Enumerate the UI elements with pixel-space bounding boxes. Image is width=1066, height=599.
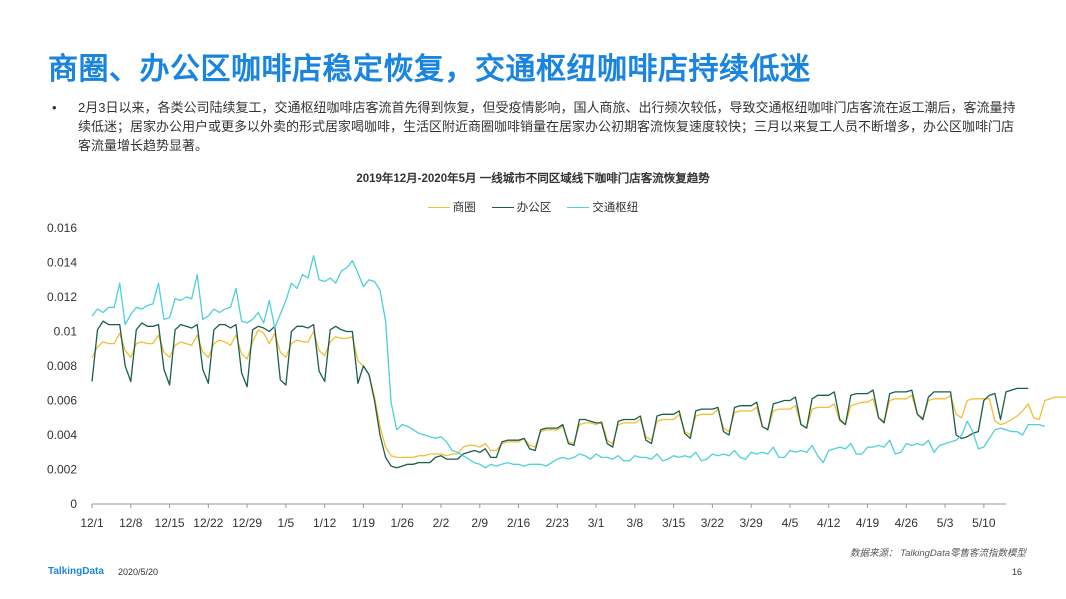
y-tick-label: 0.016 (47, 221, 77, 235)
x-tick-label: 4/12 (817, 516, 841, 530)
series-line-交通枢纽 (91, 254, 1045, 469)
y-tick-label: 0.002 (47, 463, 77, 477)
talkingdata-logo: TalkingData (48, 566, 104, 577)
chart-legend: 商圈 办公区 交通枢纽 (0, 199, 1066, 215)
x-tick-label: 5/10 (972, 516, 996, 530)
y-tick-label: 0.01 (54, 325, 78, 339)
x-tick-label: 2/16 (507, 516, 531, 530)
bullet-dot: • (52, 100, 57, 115)
legend-label: 商圈 (452, 202, 476, 214)
legend-label: 办公区 (516, 202, 552, 214)
x-tick-label: 4/5 (782, 516, 799, 530)
y-tick-label: 0.006 (47, 394, 77, 408)
series-line-商圈 (91, 329, 1066, 459)
legend-label: 交通枢纽 (592, 202, 639, 214)
x-tick-label: 4/26 (895, 516, 919, 530)
x-tick-label: 3/8 (627, 516, 644, 530)
x-tick-label: 12/22 (193, 516, 223, 530)
y-tick-label: 0.008 (47, 359, 77, 373)
legend-item-商圈: 商圈 (427, 199, 476, 215)
legend-swatch (427, 206, 450, 208)
x-tick-label: 5/3 (937, 516, 954, 530)
x-tick-label: 2/9 (471, 516, 488, 530)
legend-swatch (567, 206, 590, 208)
y-tick-label: 0.014 (47, 256, 77, 270)
x-tick-label: 1/12 (313, 516, 337, 530)
legend-item-办公区: 办公区 (491, 199, 552, 215)
x-tick-label: 12/29 (232, 516, 262, 530)
x-tick-label: 1/26 (391, 516, 415, 530)
x-tick-label: 1/19 (352, 516, 376, 530)
x-tick-label: 1/5 (278, 516, 295, 530)
x-tick-label: 2/23 (546, 516, 570, 530)
x-tick-label: 2/2 (433, 516, 450, 530)
summary-text: 2月3日以来，各类公司陆续复工，交通枢纽咖啡店客流首先得到恢复，但受疫情影响，国… (78, 100, 1016, 153)
x-tick-label: 12/8 (119, 516, 143, 530)
x-tick-label: 3/29 (740, 516, 764, 530)
x-tick-label: 3/15 (662, 516, 686, 530)
data-source: 数据来源： TalkingData零售客流指数模型 (850, 548, 1026, 559)
x-tick-label: 3/22 (701, 516, 725, 530)
x-tick-label: 4/19 (856, 516, 880, 530)
x-tick-label: 12/15 (155, 516, 185, 530)
page-number: 16 (1011, 567, 1022, 577)
x-tick-label: 12/1 (80, 516, 104, 530)
y-tick-label: 0 (70, 497, 77, 511)
chart-title: 2019年12月-2020年5月 一线城市不同区域线下咖啡门店客流恢复趋势 (356, 173, 710, 185)
x-tick-label: 3/1 (588, 516, 605, 530)
slide-title: 商圈、办公区咖啡店稳定恢复，交通枢纽咖啡店持续低迷 (48, 53, 811, 86)
legend-item-交通枢纽: 交通枢纽 (567, 199, 638, 215)
y-tick-label: 0.012 (47, 290, 77, 304)
footer-date: 2020/5/20 (118, 567, 159, 577)
legend-swatch (491, 206, 514, 208)
series-line-办公区 (91, 320, 1029, 469)
summary-paragraph: • 2月3日以来，各类公司陆续复工，交通枢纽咖啡店客流首先得到恢复，但受疫情影响… (52, 98, 1024, 155)
y-tick-label: 0.004 (47, 428, 77, 442)
